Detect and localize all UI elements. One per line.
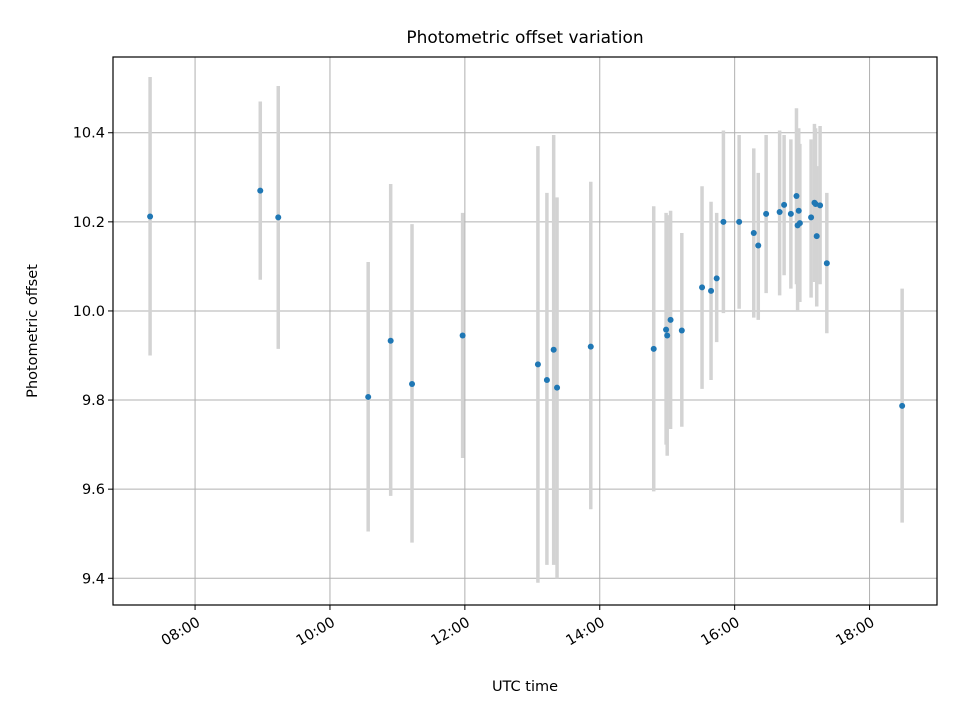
data-point	[275, 214, 282, 221]
data-point	[365, 393, 372, 400]
data-point	[720, 218, 727, 225]
data-point	[813, 233, 820, 240]
data-point	[899, 402, 906, 409]
plot-area-frame	[112, 56, 938, 606]
data-point	[663, 326, 670, 333]
data-point	[812, 201, 819, 208]
data-point	[795, 207, 802, 214]
y-tick-label: 10.0	[73, 304, 105, 320]
x-axis-label: UTC time	[492, 679, 558, 695]
data-point	[678, 327, 685, 334]
data-points	[147, 187, 906, 409]
y-tick-label: 9.8	[82, 393, 105, 409]
y-tick-label: 10.4	[73, 126, 105, 142]
data-point	[817, 202, 824, 209]
data-point	[808, 214, 815, 221]
chart-title: Photometric offset variation	[406, 28, 643, 48]
data-point	[713, 275, 720, 282]
data-point	[587, 343, 594, 350]
y-tick-label: 9.4	[82, 571, 105, 587]
data-point	[763, 210, 770, 217]
data-point	[257, 187, 264, 194]
y-tick-label: 9.6	[82, 482, 105, 498]
data-point	[554, 384, 561, 391]
data-point	[708, 287, 715, 294]
data-point	[387, 337, 394, 344]
data-point	[781, 201, 788, 208]
y-axis-ticks: 9.4 9.6 9.8 10.0 10.2 10.4	[73, 126, 113, 587]
data-point	[543, 377, 550, 384]
data-point	[409, 381, 416, 388]
data-point	[823, 260, 830, 267]
data-point	[147, 213, 154, 220]
data-point	[650, 345, 657, 352]
data-point	[699, 284, 706, 291]
data-point	[534, 361, 541, 368]
data-point	[750, 229, 757, 236]
grid-lines	[113, 57, 937, 605]
data-point	[776, 209, 783, 216]
data-point	[796, 220, 803, 227]
data-point	[736, 218, 743, 225]
data-point	[664, 332, 671, 339]
data-point	[787, 210, 794, 217]
data-point	[793, 193, 800, 200]
y-axis-label: Photometric offset	[25, 264, 41, 398]
data-point	[667, 316, 674, 323]
y-tick-label: 10.2	[73, 215, 105, 231]
data-point	[459, 332, 466, 339]
data-point	[755, 242, 762, 249]
data-point	[550, 346, 557, 353]
